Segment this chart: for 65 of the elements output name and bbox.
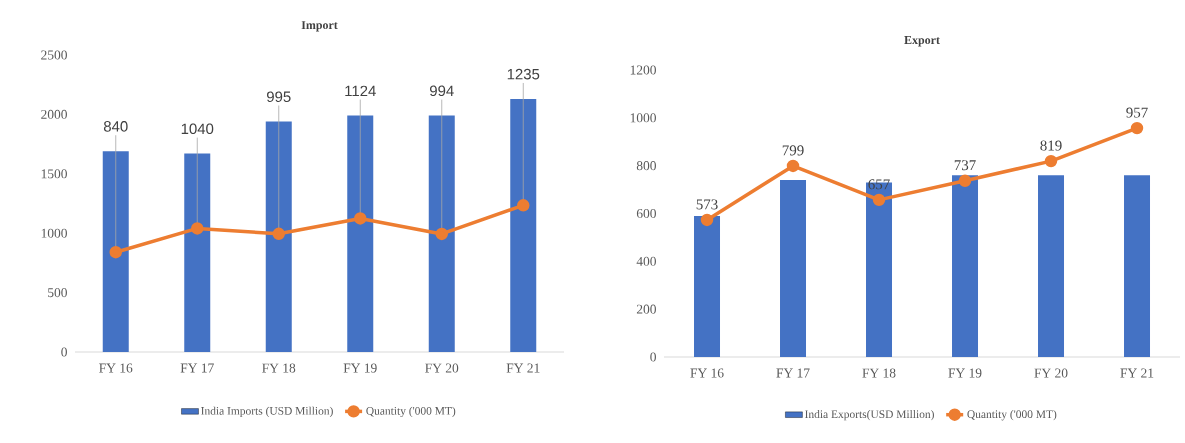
bar bbox=[510, 98, 537, 352]
point bbox=[435, 227, 448, 241]
x-tick-label: FY 16 bbox=[690, 368, 724, 378]
y-tick-label: 200 bbox=[636, 304, 656, 314]
bar bbox=[952, 175, 979, 357]
bar bbox=[347, 115, 374, 352]
data-label: 840 bbox=[103, 121, 128, 132]
data-label: 995 bbox=[266, 91, 291, 102]
x-tick-label: FY 16 bbox=[99, 363, 133, 373]
point bbox=[354, 212, 367, 225]
point bbox=[1044, 154, 1058, 168]
y-tick-label: 1200 bbox=[630, 65, 656, 75]
point bbox=[700, 213, 714, 227]
legend-label: India Exports(USD Million) bbox=[805, 409, 934, 421]
data-label: 799 bbox=[782, 145, 804, 156]
point bbox=[872, 193, 886, 207]
x-tick-label: FY 20 bbox=[425, 363, 459, 373]
x-tick-label: FY 18 bbox=[862, 368, 896, 378]
data-label: 819 bbox=[1040, 140, 1062, 151]
bar bbox=[1124, 175, 1151, 357]
y-tick-label: 0 bbox=[61, 347, 67, 357]
point bbox=[517, 199, 530, 212]
data-label: 737 bbox=[954, 160, 976, 171]
bar bbox=[102, 151, 129, 352]
point bbox=[272, 227, 285, 241]
data-label: 1235 bbox=[507, 68, 540, 80]
y-tick-label: 500 bbox=[48, 288, 67, 298]
data-label: 1124 bbox=[345, 85, 376, 97]
point bbox=[109, 245, 122, 259]
y-tick-label: 0 bbox=[650, 352, 656, 362]
legend-label: Quantity ('000 MT) bbox=[967, 409, 1057, 421]
data-label: 957 bbox=[1126, 107, 1148, 118]
data-label: 994 bbox=[429, 85, 454, 97]
chart-title: Import bbox=[301, 21, 338, 32]
x-tick-label: FY 17 bbox=[776, 368, 810, 378]
point bbox=[786, 159, 800, 173]
bar bbox=[428, 115, 455, 352]
y-tick-label: 800 bbox=[636, 161, 656, 171]
legend-label: India Imports (USD Million) bbox=[201, 406, 333, 418]
point bbox=[191, 222, 204, 235]
legend-label: Quantity ('000 MT) bbox=[366, 406, 456, 418]
y-tick-label: 600 bbox=[636, 208, 656, 219]
x-tick-label: FY 20 bbox=[1034, 368, 1068, 378]
bar bbox=[1038, 175, 1065, 357]
bar bbox=[694, 215, 721, 357]
x-tick-label: FY 19 bbox=[343, 363, 377, 373]
y-tick-label: 1000 bbox=[41, 228, 67, 238]
y-tick-label: 1000 bbox=[630, 113, 656, 123]
data-label: 1040 bbox=[181, 123, 214, 135]
x-tick-label: FY 19 bbox=[948, 368, 982, 378]
data-label: 573 bbox=[696, 199, 718, 210]
x-tick-label: FY 17 bbox=[180, 363, 214, 373]
point bbox=[958, 174, 972, 187]
bar bbox=[265, 121, 292, 352]
y-tick-label: 2000 bbox=[41, 109, 67, 119]
point bbox=[1130, 121, 1144, 135]
y-tick-label: 400 bbox=[636, 256, 656, 266]
chart-title: Export bbox=[904, 36, 940, 47]
bar bbox=[184, 153, 211, 352]
y-tick-label: 1500 bbox=[41, 169, 67, 179]
y-tick-label: 2500 bbox=[41, 50, 67, 60]
x-tick-label: FY 21 bbox=[1120, 368, 1154, 378]
x-tick-label: FY 21 bbox=[506, 363, 540, 373]
x-tick-label: FY 18 bbox=[262, 363, 296, 373]
bar bbox=[780, 180, 807, 357]
